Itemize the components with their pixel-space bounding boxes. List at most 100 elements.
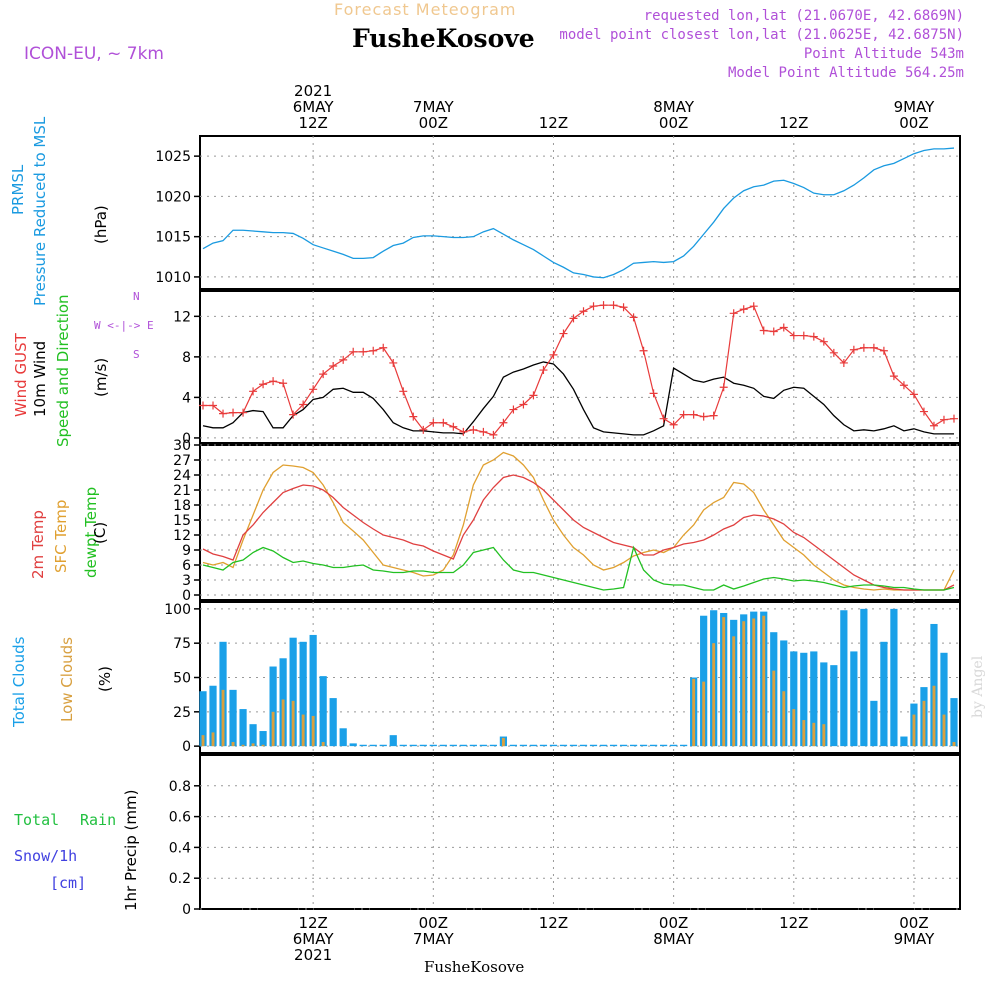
total-clouds-bar <box>479 744 487 747</box>
low-clouds-bar <box>321 742 325 747</box>
wind-gust-point <box>539 366 548 375</box>
wind-gust-point <box>289 410 298 419</box>
temperature-ytick-label: 12 <box>173 528 191 544</box>
top-time-label: 12Z <box>298 114 327 132</box>
wind-gust-point <box>199 401 208 410</box>
rain-label: Rain <box>80 811 117 829</box>
low-clouds-bar <box>722 617 726 747</box>
total-clouds-bar <box>690 677 698 747</box>
total-clouds-bar <box>900 736 908 747</box>
bottom-time-label: 00Z <box>659 914 688 932</box>
low-clouds-bar <box>792 709 796 747</box>
wind-gust-point <box>679 410 688 419</box>
low-clouds-bar <box>271 711 275 747</box>
wind-gust-point <box>439 418 448 427</box>
wind-unit-label: (m/s) <box>92 357 110 397</box>
top-time-label: 9MAY <box>894 98 936 116</box>
clouds-ytick-label: 0 <box>182 739 191 755</box>
total-clouds-bar <box>419 744 427 747</box>
point-altitude: Point Altitude 543m <box>803 46 964 62</box>
total-clouds-bar <box>599 744 608 747</box>
total-clouds-bar <box>489 744 497 747</box>
total-clouds-bar <box>329 698 337 747</box>
wind-gust-point <box>749 302 758 311</box>
total-clouds-bar <box>389 735 397 747</box>
closest-coords: model point closest lon,lat (21.0625E, 4… <box>559 27 964 43</box>
total-clouds-bar <box>499 736 508 747</box>
total-clouds-bar <box>299 641 307 747</box>
low-clouds-bar <box>311 715 315 747</box>
wind-10m-label: 10m Wind <box>31 340 49 417</box>
total-clouds-bar <box>519 744 528 747</box>
total-clouds-bar <box>800 652 808 747</box>
wind-gust-point <box>409 412 418 421</box>
total-clouds-bar <box>279 658 287 747</box>
wind-gust-point <box>449 422 458 431</box>
wind-gust-point <box>209 401 218 410</box>
precip-ytick-label: 0.2 <box>169 871 191 887</box>
temp-2m-line <box>202 474 955 591</box>
total-label: Total <box>14 811 60 829</box>
low-clouds-bar <box>812 722 816 747</box>
top-time-label: 00Z <box>899 114 928 132</box>
total-clouds-bar <box>319 676 327 747</box>
wind-gust-point <box>809 332 818 341</box>
wind-gust-point <box>359 347 368 356</box>
low-clouds-bar <box>241 744 245 747</box>
total-clouds-bar <box>629 744 638 747</box>
total-clouds-bar <box>609 744 618 747</box>
total-clouds-bar <box>830 665 838 747</box>
wind-gust-point <box>479 427 488 436</box>
total-clouds-bar <box>750 611 758 747</box>
meteogram-title: Forecast Meteogram <box>334 0 517 19</box>
pressure-unit-label: (hPa) <box>92 205 110 244</box>
total-clouds-bar <box>579 744 588 747</box>
total-clouds-bar <box>259 731 267 747</box>
sfc-temp-line <box>202 451 955 591</box>
wind-gust-point <box>879 346 888 355</box>
temperature-ytick-label: 0 <box>182 588 191 604</box>
total-clouds-bar <box>559 744 568 747</box>
model-altitude: Model Point Altitude 564.25m <box>727 65 964 81</box>
temperature-frame <box>199 444 961 601</box>
precip-frame <box>199 754 961 910</box>
top-time-label: 00Z <box>659 114 688 132</box>
precip-ytick-label: 0.4 <box>169 840 191 856</box>
total-clouds-bar <box>269 666 277 747</box>
wind-gust-point <box>569 314 578 323</box>
low-clouds-bar <box>802 720 806 747</box>
top-time-label: 00Z <box>419 114 448 132</box>
total-clouds-bar <box>209 685 217 747</box>
wind-gust-point <box>709 411 718 420</box>
low-clouds-bar <box>912 714 916 747</box>
total-clouds-bar <box>289 637 297 747</box>
wind-gust-point <box>629 313 638 322</box>
total-clouds-bar <box>880 641 888 747</box>
temperature-ytick-label: 6 <box>182 558 191 574</box>
total-clouds-bar <box>810 651 818 747</box>
wind-gust-point <box>639 346 648 355</box>
total-clouds-bar <box>720 612 728 747</box>
wind-gust-point <box>909 390 918 399</box>
total-clouds-bar <box>349 743 357 747</box>
low-clouds-bar <box>922 700 926 747</box>
top-time-label: 8MAY <box>653 98 695 116</box>
wind-gust-point <box>929 421 938 430</box>
temperature-ytick-label: 3 <box>182 573 191 589</box>
total-clouds-bar <box>930 623 938 747</box>
total-clouds-bar <box>890 608 898 747</box>
wind-gust-point <box>719 383 728 392</box>
precip-ytick-label: 0.6 <box>169 810 191 826</box>
total-clouds-bar <box>369 744 377 747</box>
top-time-label: 7MAY <box>413 98 455 116</box>
requested-coords: requested lon,lat (21.0670E, 42.6869N) <box>643 8 964 24</box>
location-title: FusheKosove <box>352 24 535 53</box>
total-clouds-bar <box>569 744 578 747</box>
total-clouds-bar <box>399 744 407 747</box>
dewpt-temp-line <box>202 545 955 591</box>
total-clouds-bar <box>649 744 658 747</box>
wind-gust-point <box>499 418 508 427</box>
wind-gust-point <box>819 337 828 346</box>
temperature-ytick-label: 21 <box>173 483 191 499</box>
top-time-label: 2021 <box>294 82 332 100</box>
